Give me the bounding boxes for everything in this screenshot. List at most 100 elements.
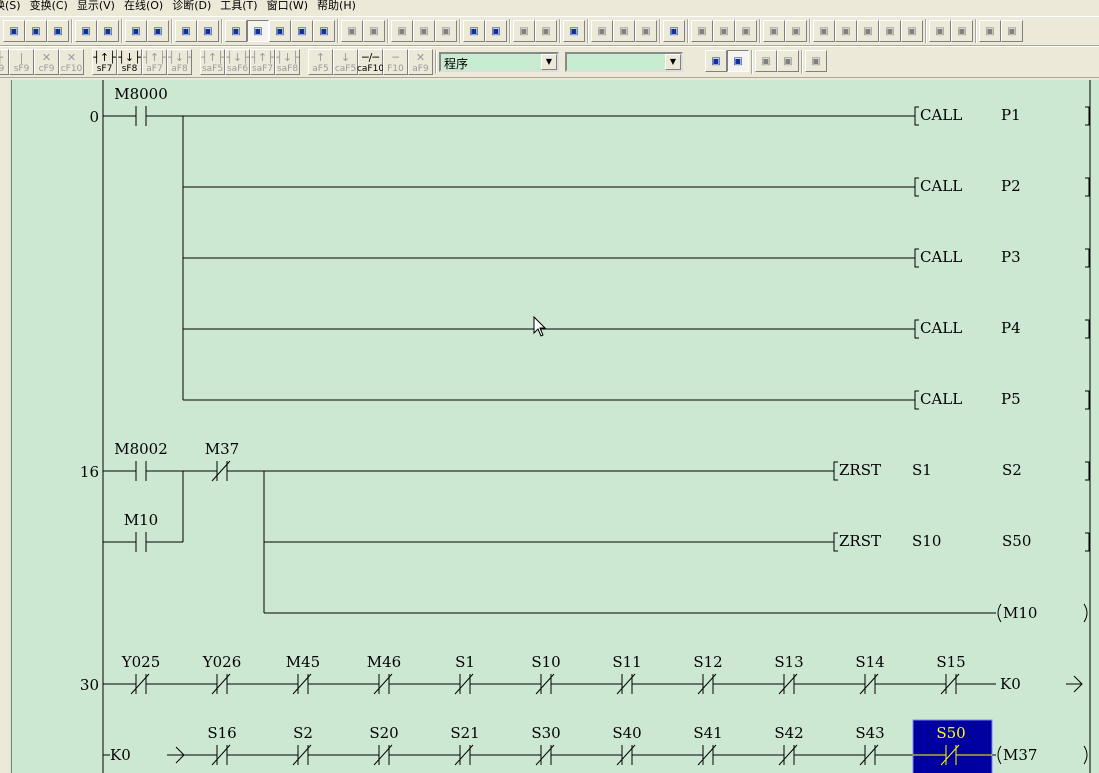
ladder-symbol-button[interactable]: ┤↑├ aF7 — [142, 49, 167, 75]
project-tree-button[interactable]: ▣ — [727, 50, 749, 72]
normally-open-contact[interactable] — [135, 532, 147, 552]
sub-select[interactable]: ▼ — [565, 52, 683, 72]
find-prev-button[interactable]: ▣ — [713, 20, 735, 42]
comment-button[interactable]: ▣ — [813, 20, 835, 42]
zoom-button[interactable]: ▣ — [147, 20, 169, 42]
normally-closed-contact[interactable] — [616, 744, 636, 766]
clear-button[interactable]: ▣ — [901, 20, 923, 42]
normally-closed-contact[interactable] — [697, 744, 717, 766]
normally-closed-contact[interactable] — [535, 744, 555, 766]
normally-closed-contact[interactable] — [211, 673, 231, 695]
note-button[interactable]: ▣ — [857, 20, 879, 42]
ladder-symbol-button[interactable]: ┤↓├ saF6 — [225, 49, 250, 75]
convert-online-button[interactable]: ▣ — [435, 20, 457, 42]
ladder-symbol-button[interactable]: ─ F10 — [383, 49, 408, 75]
normally-closed-contact[interactable] — [211, 744, 231, 766]
ladder-symbol-button[interactable]: ↓ caF5 — [333, 49, 358, 75]
sfc-button[interactable]: ▣ — [777, 50, 799, 72]
instruction-block[interactable] — [914, 390, 1090, 410]
step2-button[interactable]: ▣ — [535, 20, 557, 42]
ladder-symbol-button[interactable]: ✕ aF9 — [408, 49, 433, 75]
fork-button[interactable]: ▣ — [755, 50, 777, 72]
ladder-symbol-button[interactable]: ─/─ caF10 — [357, 49, 384, 75]
zoom-button[interactable]: ▣ — [125, 20, 147, 42]
jump-button[interactable]: ▣ — [763, 20, 785, 42]
instruction-block[interactable] — [833, 461, 1090, 481]
step-button[interactable]: ▣ — [513, 20, 535, 42]
verify-button[interactable]: ▣ — [197, 20, 219, 42]
list-button[interactable]: ▣ — [805, 50, 827, 72]
menu-item[interactable]: 在线(O) — [123, 0, 164, 12]
device-batch-button[interactable]: ▣ — [463, 20, 485, 42]
ladder-symbol-button[interactable]: ┤↓├ sF8 — [117, 49, 142, 75]
normally-closed-contact[interactable] — [373, 744, 393, 766]
ladder-symbol-button[interactable]: ✕ cF10 — [59, 49, 84, 75]
normally-closed-contact[interactable] — [373, 673, 393, 695]
device-search-button[interactable]: ▣ — [3, 20, 25, 42]
row-delete-button[interactable]: ▣ — [613, 20, 635, 42]
statement-button[interactable]: ▣ — [835, 20, 857, 42]
write-mode-button[interactable]: ▣ — [269, 20, 291, 42]
batch-search-button[interactable]: ▣ — [47, 20, 69, 42]
device-find-button[interactable]: ▣ — [25, 20, 47, 42]
ladder-symbol-button[interactable]: | sF9 — [9, 49, 34, 75]
normally-closed-contact[interactable] — [859, 673, 879, 695]
menu-item[interactable]: 工具(T) — [220, 0, 258, 12]
find-up-button[interactable]: ▣ — [735, 20, 757, 42]
chevron-down-icon[interactable]: ▼ — [541, 54, 557, 70]
instruction-block[interactable] — [914, 177, 1090, 197]
normally-closed-contact[interactable] — [616, 673, 636, 695]
ladder-editor[interactable]: 0 16 30 M8000 M8002 M37 M10 Y025 Y026 M45 M46 S1 S10… — [0, 80, 1099, 773]
menu-item[interactable]: 窗口(W) — [266, 0, 309, 12]
convert-button[interactable]: ▣ — [391, 20, 413, 42]
monitor-mode-button[interactable]: ▣ — [313, 20, 335, 42]
program-select[interactable]: 程序 ▼ — [439, 52, 559, 72]
normally-closed-contact[interactable] — [697, 673, 717, 695]
ladder-mode-button[interactable]: ▣ — [247, 20, 269, 42]
ladder-symbol-button[interactable]: ┤↓├ aF8 — [167, 49, 192, 75]
menu-item[interactable]: 诊断(D) — [172, 0, 212, 12]
instruction-block[interactable] — [914, 106, 1090, 126]
ladder-symbol-button[interactable]: ↑ aF5 — [308, 49, 333, 75]
ladder-symbol-button[interactable]: ┤↑├ sF7 — [92, 49, 117, 75]
normally-open-contact[interactable] — [135, 106, 147, 126]
chevron-down-icon[interactable]: ▼ — [665, 54, 681, 70]
ladder-diagram[interactable]: 0 16 30 M8000 M8002 M37 M10 Y025 Y026 M45 M46 S1 S10… — [0, 80, 1099, 773]
diagnosis-button[interactable]: ▣ — [485, 20, 507, 42]
normally-closed-contact[interactable] — [535, 673, 555, 695]
insert-button[interactable]: ▣ — [341, 20, 363, 42]
normally-closed-contact[interactable] — [454, 744, 474, 766]
row-insert-button[interactable]: ▣ — [591, 20, 613, 42]
ladder-symbol-button[interactable]: ✕ cF9 — [34, 49, 59, 75]
normally-open-contact[interactable] — [135, 461, 147, 481]
hand-button[interactable]: ▣ — [951, 20, 973, 42]
normally-closed-contact[interactable] — [292, 673, 312, 695]
device-monitor-button[interactable]: ▣ — [563, 20, 585, 42]
read-mode-button[interactable]: ▣ — [291, 20, 313, 42]
normally-closed-contact[interactable] — [940, 744, 960, 766]
convert-all-button[interactable]: ▣ — [413, 20, 435, 42]
search-page-button[interactable]: ▣ — [705, 50, 727, 72]
instruction-block[interactable] — [914, 319, 1090, 339]
menu-item[interactable]: 帮助(H) — [317, 0, 356, 12]
normally-closed-contact[interactable] — [778, 744, 798, 766]
instruction-block[interactable] — [833, 532, 1090, 552]
delete-button[interactable]: ▣ — [363, 20, 385, 42]
transfer-button[interactable]: ▣ — [175, 20, 197, 42]
menu-item[interactable]: 显示(V) — [76, 0, 115, 12]
instruction-block[interactable] — [914, 248, 1090, 268]
ladder-list-toggle-button[interactable]: ▣ — [225, 20, 247, 42]
write-button[interactable]: ▣ — [75, 20, 97, 42]
normally-closed-contact[interactable] — [778, 673, 798, 695]
normally-closed-contact[interactable] — [292, 744, 312, 766]
normally-closed-contact[interactable] — [940, 673, 960, 695]
ladder-symbol-button[interactable]: ┤↑├ saF7 — [250, 49, 275, 75]
find-button[interactable]: ▣ — [691, 20, 713, 42]
normally-closed-contact[interactable] — [454, 673, 474, 695]
menu-item[interactable]: 变换(C) — [29, 0, 68, 12]
step-run-button[interactable]: ▣ — [979, 20, 1001, 42]
normally-closed-contact[interactable] — [130, 673, 150, 695]
row-move-button[interactable]: ▣ — [635, 20, 657, 42]
read-button[interactable]: ▣ — [97, 20, 119, 42]
normally-closed-contact[interactable] — [859, 744, 879, 766]
